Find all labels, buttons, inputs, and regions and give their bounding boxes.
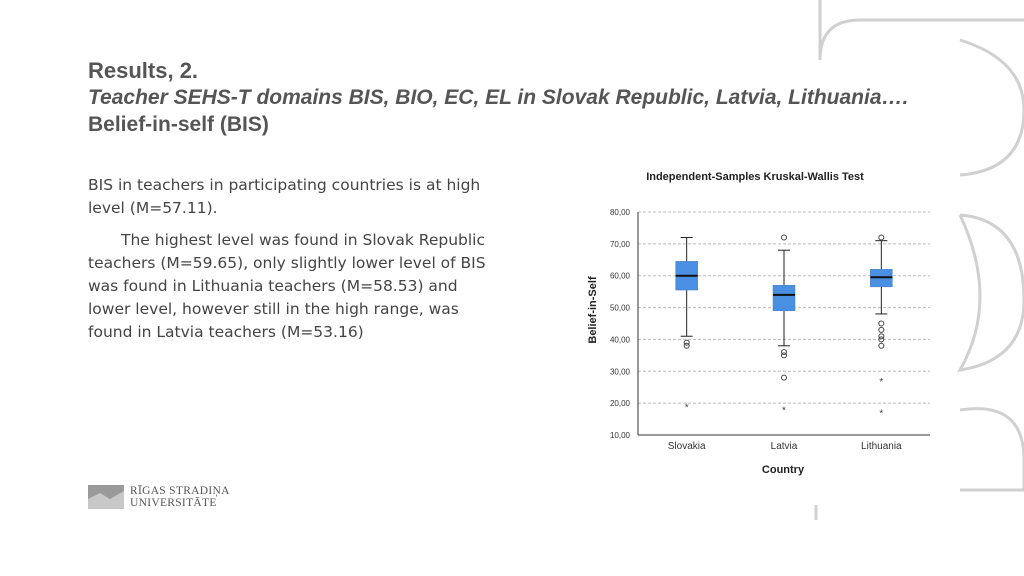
paragraph: The highest level was found in Slovak Re…: [88, 231, 486, 341]
y-axis-label: Belief-in-Self: [587, 276, 599, 344]
slide-title: Results, 2.: [88, 58, 199, 83]
outlier: [878, 336, 885, 343]
x-tick-label: Lithuania: [861, 441, 902, 452]
outlier: [781, 374, 787, 381]
outlier: [878, 326, 885, 333]
y-tick-label: 50,00: [610, 304, 631, 313]
logo-text: RĪGAS STRADIŅA UNIVERSITĀTE: [130, 485, 230, 509]
y-tick-label: 80,00: [610, 208, 631, 217]
body-text: BIS in teachers in participating countri…: [88, 174, 488, 353]
extreme: *: [685, 402, 689, 413]
outlier: [781, 349, 787, 356]
extreme: *: [879, 409, 883, 420]
y-tick-label: 60,00: [610, 272, 631, 281]
outlier: [878, 234, 885, 241]
logo-line: RĪGAS STRADIŅA: [130, 485, 230, 497]
x-tick-label: Latvia: [771, 441, 798, 452]
outlier: [683, 339, 690, 346]
y-tick-label: 40,00: [610, 335, 631, 344]
y-tick-label: 10,00: [610, 431, 631, 440]
logo-line: UNIVERSITĀTE: [130, 497, 217, 509]
outlier: [781, 352, 787, 359]
subtitle-bold: Belief-in-self (BIS): [88, 113, 269, 136]
extreme: *: [782, 406, 786, 417]
outlier: [878, 342, 885, 349]
outlier: [878, 320, 885, 327]
y-tick-label: 20,00: [610, 399, 631, 408]
paragraph: BIS in teachers in participating countri…: [88, 176, 481, 217]
subtitle-italic: Teacher SEHS-T domains BIS, BIO, EC, EL …: [88, 86, 909, 109]
x-axis-label: Country: [762, 464, 805, 476]
y-tick-label: 30,00: [610, 367, 631, 376]
outlier: [781, 234, 787, 241]
chart-title: Independent-Samples Kruskal-Wallis Test: [646, 171, 864, 183]
logo-icon: [88, 485, 124, 509]
outlier: [878, 333, 885, 340]
x-tick-label: Slovakia: [668, 441, 706, 452]
extreme: *: [879, 377, 883, 388]
y-tick-label: 70,00: [610, 240, 631, 249]
slide-subtitle: Teacher SEHS-T domains BIS, BIO, EC, EL …: [88, 84, 928, 138]
outlier: [683, 342, 690, 349]
box: [772, 285, 796, 312]
logo: RĪGAS STRADIŅA UNIVERSITĀTE: [88, 485, 230, 509]
